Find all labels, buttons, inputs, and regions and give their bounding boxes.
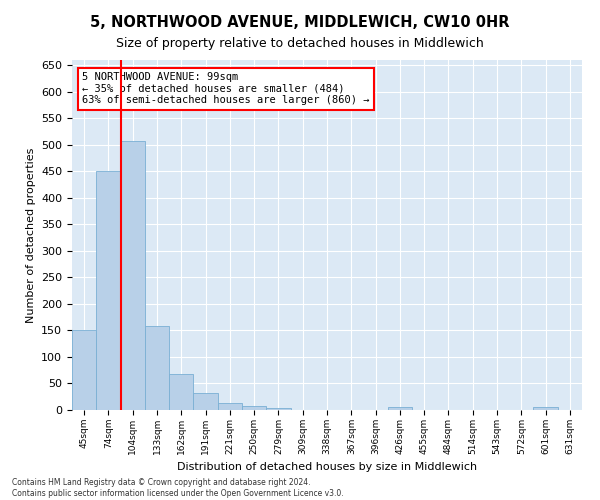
Bar	[218, 403, 242, 410]
Bar	[72, 330, 96, 410]
Text: Contains HM Land Registry data © Crown copyright and database right 2024.
Contai: Contains HM Land Registry data © Crown c…	[12, 478, 344, 498]
X-axis label: Distribution of detached houses by size in Middlewich: Distribution of detached houses by size …	[177, 462, 477, 472]
Bar	[169, 374, 193, 410]
Bar	[242, 406, 266, 410]
Text: 5 NORTHWOOD AVENUE: 99sqm
← 35% of detached houses are smaller (484)
63% of semi: 5 NORTHWOOD AVENUE: 99sqm ← 35% of detac…	[82, 72, 370, 106]
Y-axis label: Number of detached properties: Number of detached properties	[26, 148, 35, 322]
Bar	[145, 326, 169, 410]
Bar	[96, 172, 121, 410]
Bar	[121, 141, 145, 410]
Bar	[193, 393, 218, 410]
Text: 5, NORTHWOOD AVENUE, MIDDLEWICH, CW10 0HR: 5, NORTHWOOD AVENUE, MIDDLEWICH, CW10 0H…	[90, 15, 510, 30]
Bar	[533, 408, 558, 410]
Text: Size of property relative to detached houses in Middlewich: Size of property relative to detached ho…	[116, 38, 484, 51]
Bar	[266, 408, 290, 410]
Bar	[388, 408, 412, 410]
